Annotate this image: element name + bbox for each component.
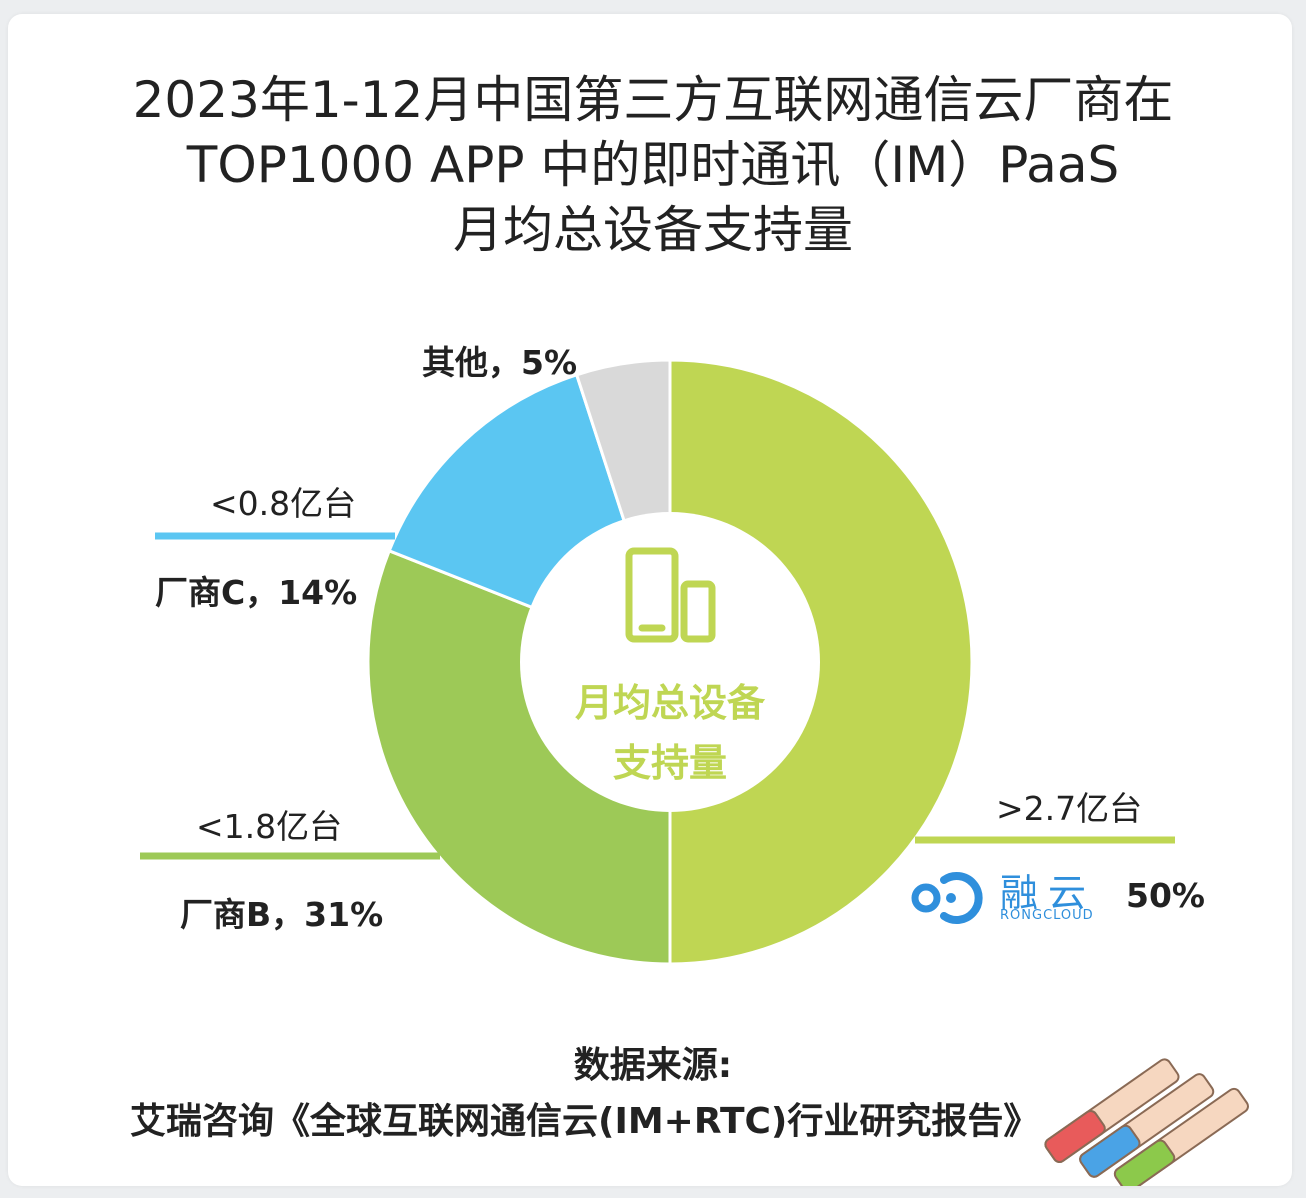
source-heading: 数据来源: [573, 1045, 733, 1086]
rongcloud-logo-subtitle: RONGCLOUD [1000, 908, 1094, 923]
chart-title-line-2: TOP1000 APP 中的即时通讯（IM）PaaS [186, 136, 1120, 194]
label-vendor-b-share: 厂商B，31% [180, 895, 384, 934]
donut-hole [520, 512, 820, 812]
rongcloud-logo-name: 融云 [1000, 871, 1097, 915]
label-rongcloud-amount: >2.7亿台 [996, 789, 1143, 828]
donut-slice-0 [668, 358, 974, 966]
source-text: 艾瑞咨询《全球互联网通信云(IM+RTC)行业研究报告》 [130, 1101, 1040, 1142]
label-rongcloud-share: 50% [1126, 876, 1205, 915]
center-label-line-1: 月均总设备 [575, 681, 766, 725]
device-icon [625, 547, 716, 643]
label-vendor-b-amount: <1.8亿台 [196, 807, 343, 846]
chart-title-line-1: 2023年1-12月中国第三方互联网通信云厂商在 [132, 71, 1174, 129]
label-others: 其他，5% [422, 343, 578, 382]
center-label-line-2: 支持量 [613, 741, 727, 785]
chart-title-line-3: 月均总设备支持量 [453, 201, 853, 259]
rongcloud-logo-icon [911, 872, 983, 924]
label-vendor-c-amount: <0.8亿台 [210, 484, 357, 523]
donut-slices [366, 358, 974, 966]
rongcloud-logo: 融云 RONGCLOUD [906, 862, 1106, 928]
label-vendor-c-share: 厂商C，14% [155, 573, 358, 612]
thumbs-up-sticker [1044, 1058, 1249, 1186]
